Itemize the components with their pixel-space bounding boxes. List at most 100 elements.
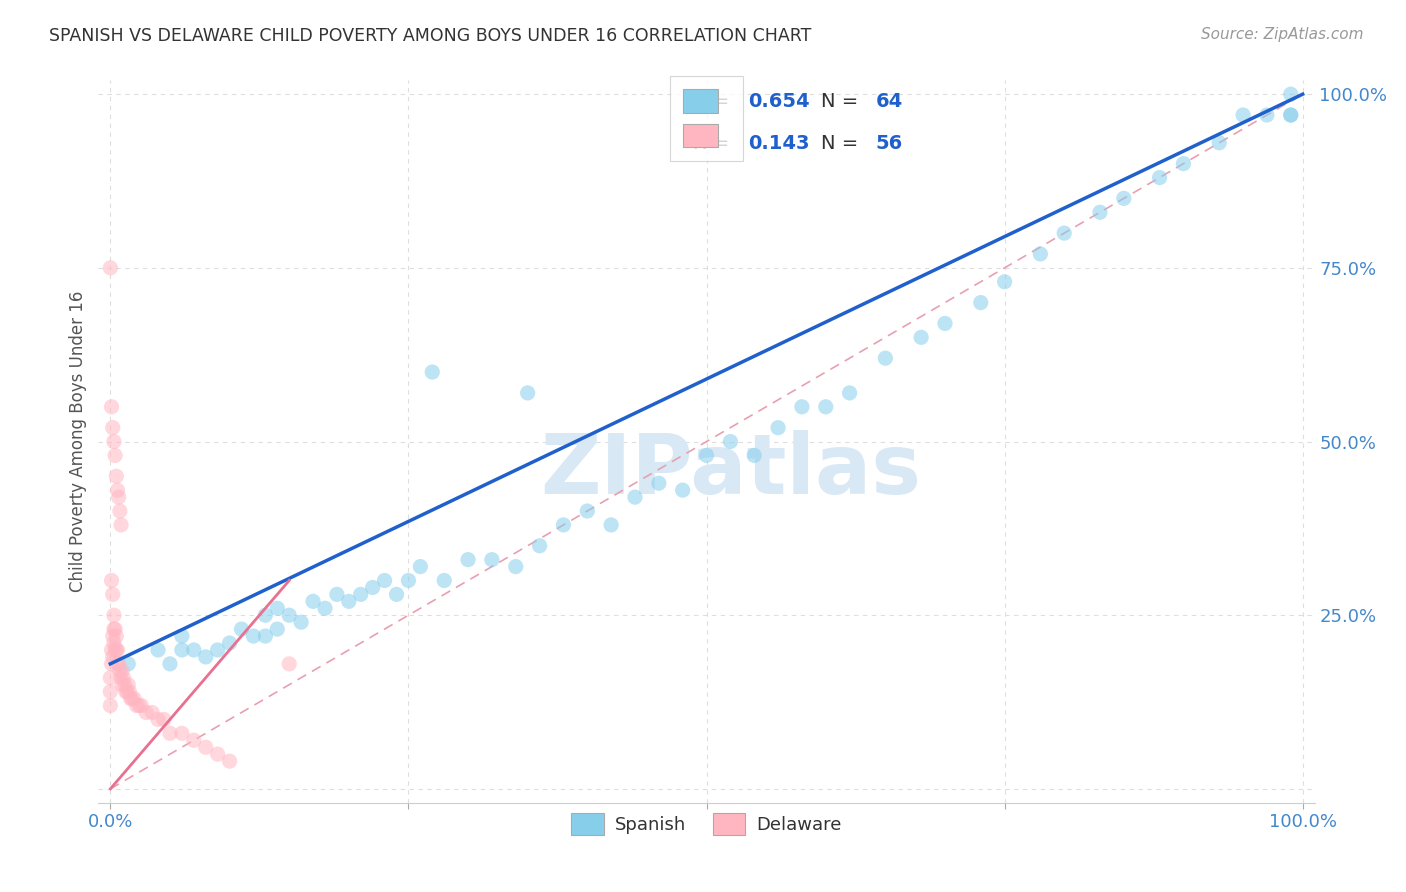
Point	[790, 400, 813, 414]
Point	[98, 671, 121, 685]
Point	[101, 629, 124, 643]
Point	[110, 671, 132, 685]
Text: R =: R =	[693, 92, 735, 111]
Point	[170, 726, 193, 740]
Point	[101, 587, 124, 601]
Point	[326, 587, 349, 601]
Point	[170, 629, 193, 643]
Point	[114, 678, 136, 692]
Point	[103, 622, 125, 636]
Point	[183, 643, 205, 657]
Point	[314, 601, 336, 615]
Point	[1279, 108, 1302, 122]
Point	[457, 552, 479, 566]
Point	[1232, 108, 1254, 122]
Point	[194, 649, 217, 664]
Point	[505, 559, 527, 574]
Text: N =: N =	[821, 134, 865, 153]
Point	[1173, 156, 1195, 170]
Point	[122, 691, 145, 706]
Point	[302, 594, 325, 608]
Point	[218, 636, 240, 650]
Point	[108, 664, 131, 678]
Point	[105, 643, 128, 657]
Point	[576, 504, 599, 518]
Point	[146, 713, 169, 727]
Point	[970, 295, 993, 310]
Point	[1208, 136, 1230, 150]
Point	[159, 726, 181, 740]
Text: Source: ZipAtlas.com: Source: ZipAtlas.com	[1201, 27, 1364, 42]
Point	[105, 469, 128, 483]
Point	[290, 615, 312, 630]
Point	[207, 747, 229, 761]
Point	[170, 643, 193, 657]
Text: SPANISH VS DELAWARE CHILD POVERTY AMONG BOYS UNDER 16 CORRELATION CHART: SPANISH VS DELAWARE CHILD POVERTY AMONG …	[49, 27, 811, 45]
Text: 0.143: 0.143	[748, 134, 810, 153]
Point	[98, 684, 121, 698]
Point	[766, 420, 789, 434]
Point	[624, 490, 647, 504]
Point	[117, 657, 139, 671]
Point	[1088, 205, 1111, 219]
Point	[105, 629, 128, 643]
Point	[1279, 108, 1302, 122]
Point	[118, 684, 141, 698]
Point	[112, 671, 135, 685]
Point	[100, 657, 122, 671]
Point	[934, 317, 956, 331]
Point	[141, 706, 163, 720]
Point	[107, 657, 129, 671]
Point	[648, 476, 671, 491]
Point	[516, 385, 538, 400]
Point	[117, 678, 139, 692]
Point	[183, 733, 205, 747]
Point	[994, 275, 1017, 289]
Point	[107, 483, 129, 498]
Point	[718, 434, 741, 449]
Point	[218, 754, 240, 768]
Point	[1112, 191, 1135, 205]
Point	[100, 400, 122, 414]
Point	[385, 587, 408, 601]
Point	[600, 517, 623, 532]
Point	[433, 574, 456, 588]
Point	[254, 608, 277, 623]
Text: ZIPatlas: ZIPatlas	[540, 430, 921, 511]
Point	[396, 574, 419, 588]
Point	[153, 713, 176, 727]
Point	[107, 657, 129, 671]
Point	[159, 657, 181, 671]
Point	[120, 691, 142, 706]
Point	[420, 365, 443, 379]
Point	[100, 574, 122, 588]
Point	[103, 636, 125, 650]
Point	[128, 698, 150, 713]
Point	[146, 643, 169, 657]
Point	[278, 657, 301, 671]
Point	[910, 330, 932, 344]
Point	[104, 622, 127, 636]
Point	[111, 678, 134, 692]
Point	[696, 449, 718, 463]
Point	[115, 684, 138, 698]
Point	[374, 574, 396, 588]
Point	[111, 664, 134, 678]
Point	[101, 420, 124, 434]
Point	[529, 539, 551, 553]
Point	[104, 449, 127, 463]
Point	[98, 698, 121, 713]
Point	[409, 559, 432, 574]
Point	[1029, 247, 1052, 261]
Text: R =: R =	[693, 134, 735, 153]
Point	[101, 649, 124, 664]
Point	[481, 552, 503, 566]
Point	[1256, 108, 1278, 122]
Point	[242, 629, 264, 643]
Point	[115, 684, 138, 698]
Point	[838, 385, 860, 400]
Point	[108, 504, 131, 518]
Text: 64: 64	[876, 92, 903, 111]
Point	[278, 608, 301, 623]
Point	[266, 622, 288, 636]
